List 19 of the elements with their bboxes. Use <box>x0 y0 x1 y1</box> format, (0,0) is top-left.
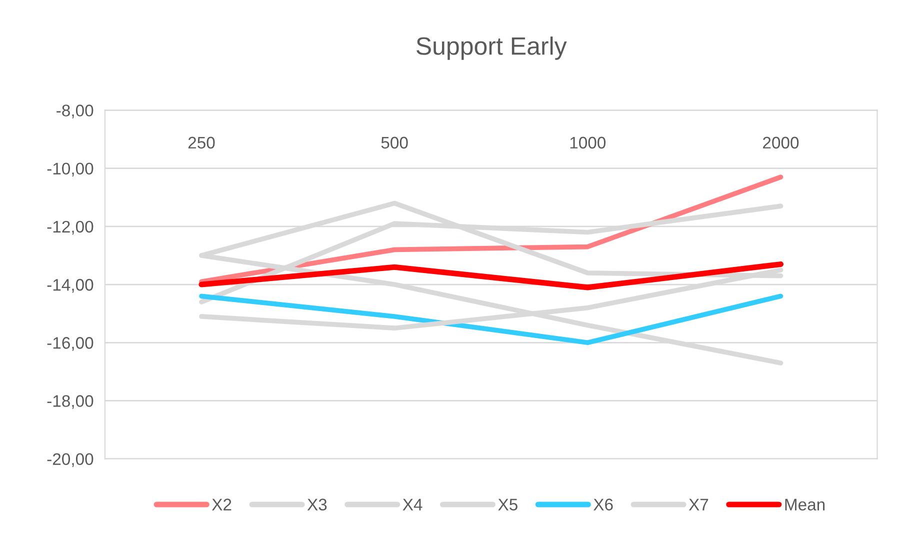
legend-label: Mean <box>785 498 825 510</box>
legend-label: X3 <box>307 498 327 510</box>
x-tick-label: 1000 <box>570 136 606 149</box>
y-tick-label: -10,00 <box>47 162 94 176</box>
y-tick-label: -14,00 <box>47 278 94 293</box>
y-tick-label: -18,00 <box>47 395 94 409</box>
y-tick-label: -20,00 <box>47 453 94 468</box>
x-tick-label: 2000 <box>763 136 799 149</box>
x-tick-label: 250 <box>188 136 215 149</box>
legend-label: X4 <box>402 498 422 510</box>
legend-label: X2 <box>212 498 232 510</box>
x-tick-label: 500 <box>381 136 408 149</box>
y-tick-label: -12,00 <box>47 220 94 235</box>
legend-label: X7 <box>688 498 708 510</box>
legend-label: X6 <box>594 498 613 510</box>
y-tick-label: -8,00 <box>56 104 94 118</box>
y-tick-label: -16,00 <box>47 337 94 351</box>
chart-title: Support Early <box>416 36 567 60</box>
legend-label: X5 <box>498 498 518 510</box>
